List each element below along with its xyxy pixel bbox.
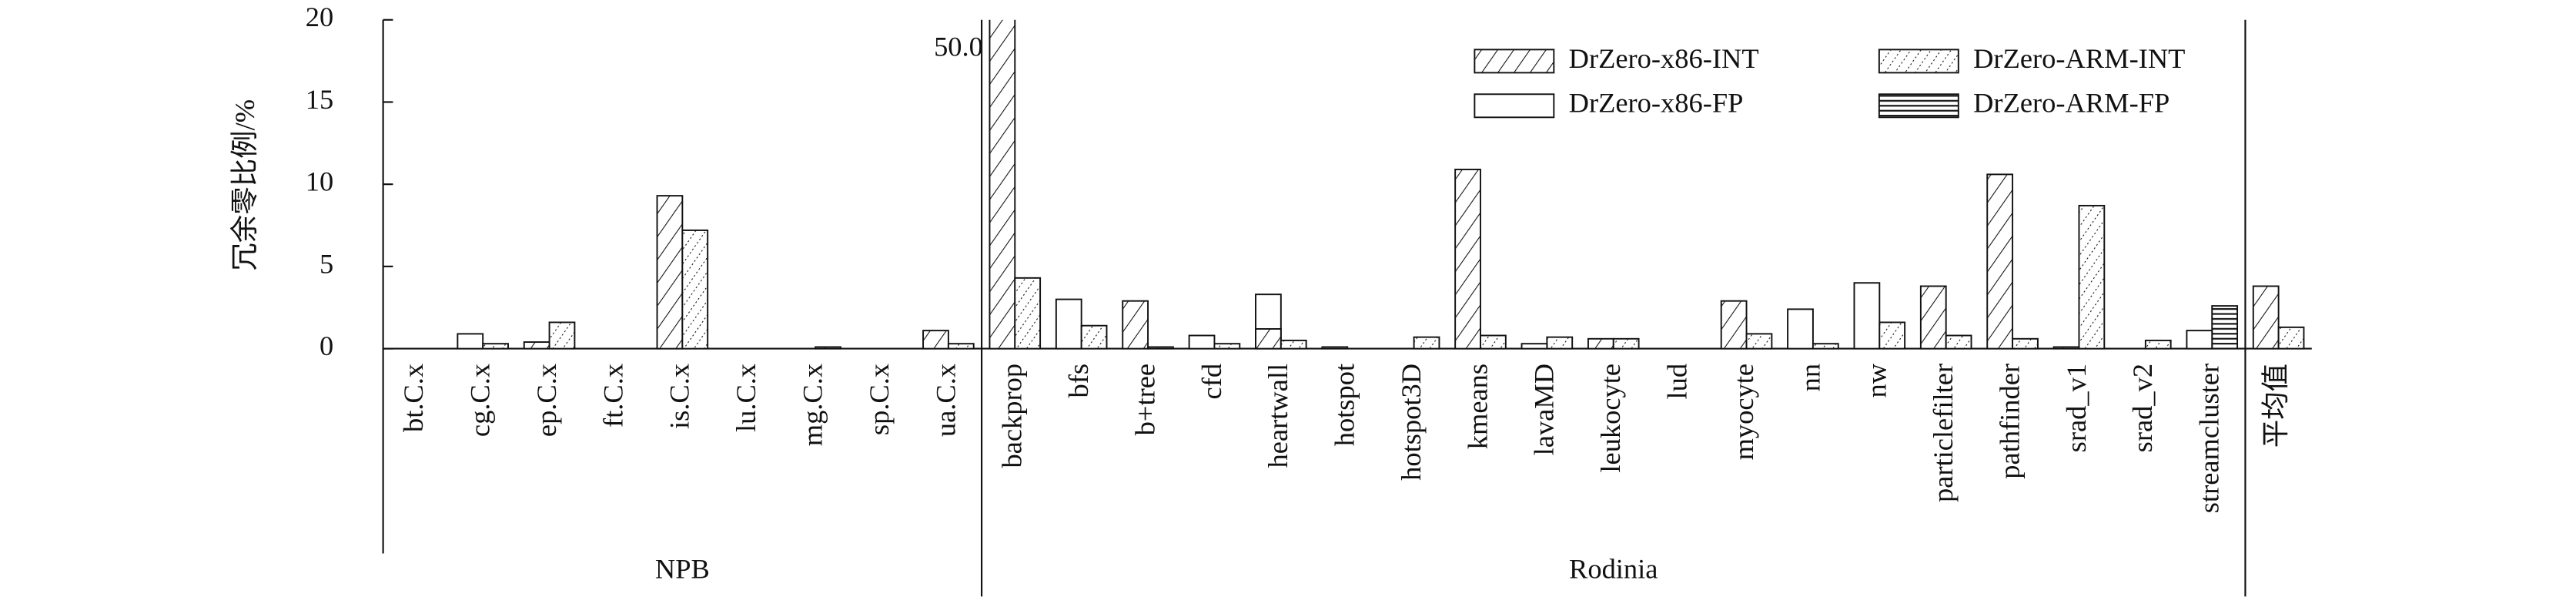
bar [1055,298,1082,350]
x-tick-label: lud [1662,364,1693,400]
bar [548,321,576,350]
bar [2052,346,2080,350]
bar [1321,346,1349,350]
x-tick-label: nw [1862,363,1892,397]
bar [1014,277,1042,350]
x-tick-label: nn [1795,364,1825,391]
bar [1787,308,1814,350]
y-tick-label: 20 [306,2,333,32]
x-tick-label: sp.C.x [864,364,895,435]
bar [922,330,949,350]
bar [457,333,484,350]
bar [1521,343,1548,350]
bar [1213,343,1241,350]
bar [2144,339,2172,350]
x-tick-label: bfs [1063,364,1094,398]
legend-swatch [1474,93,1555,119]
x-tick-label: particlefilter [1928,364,1959,502]
group-label: Rodinia [1569,554,1658,585]
x-tick-label: ep.C.x [531,364,562,437]
x-tick-label: mg.C.x [797,364,828,446]
bar [2277,326,2305,350]
bar [1147,346,1174,350]
y-tick-label: 5 [319,248,333,279]
bar [1280,339,1307,350]
legend-swatch [1878,93,1959,119]
x-tick-label: ft.C.x [597,364,628,428]
bar [1919,285,1947,350]
x-tick-label: is.C.x [664,364,695,429]
bar [1986,173,2014,350]
bar [1546,336,1574,350]
bar [1612,337,1640,350]
bar [1255,328,1282,350]
bars [457,19,2305,350]
annotation: 50.0 [934,32,983,62]
bar [2211,305,2239,350]
x-tick-label: bt.C.x [398,364,429,432]
x-tick-label: b+tree [1129,364,1160,435]
x-tick-label: heartwall [1263,364,1293,468]
bar [2252,285,2280,350]
legend-label: DrZero-x86-INT [1569,43,1759,74]
x-tick-label: leukocyte [1595,364,1626,473]
legend-swatch [1474,49,1555,74]
x-tick-label: pathfinder [1994,364,2025,479]
bar [1122,300,1149,350]
bar [815,346,841,350]
bar [2012,337,2039,350]
bar [523,341,550,350]
x-tick-label: cg.C.x [465,364,496,437]
y-tick-label: 15 [306,84,333,115]
bar [1878,321,1906,350]
bar [1745,333,1773,350]
x-tick-label: ua.C.x [930,364,961,437]
x-tick-label: srad_v1 [2061,364,2092,452]
x-tick-label: srad_v2 [2127,364,2158,452]
legend-label: DrZero-x86-FP [1569,88,1744,119]
y-tick-label: 0 [319,330,333,361]
y-axis-label: 冗余零比例/% [229,99,260,271]
bar [1080,324,1108,350]
bar [1480,334,1507,350]
x-tick-label: backprop [997,364,1028,468]
bar [681,229,709,350]
bar [1720,300,1748,350]
bar [482,343,509,350]
x-tick-label: myocyte [1728,364,1759,461]
bar [656,195,684,350]
bar [1945,334,1972,350]
bar [1812,343,1839,350]
x-tick-label: kmeans [1462,364,1493,449]
x-tick-label: 平均值 [2260,364,2291,448]
bar [1454,169,1481,350]
legend-swatch [1878,49,1959,74]
bar [989,19,1016,350]
legend-label: DrZero-ARM-FP [1973,88,2170,119]
group-label: NPB [655,554,710,585]
bar [1587,337,1614,350]
bar [1188,334,1216,350]
legend-label: DrZero-ARM-INT [1973,43,2185,74]
x-tick-label: lavaMD [1529,364,1560,455]
y-tick-label: 10 [306,166,333,197]
bar [2078,204,2106,350]
bar [947,343,975,350]
bar [1413,336,1440,350]
x-tick-label: hotspot [1330,364,1360,446]
x-tick-label: cfd [1196,364,1227,400]
x-tick-label: hotspot3D [1396,364,1427,481]
bar [2186,330,2213,350]
bar [1853,282,1881,350]
x-tick-label: streamcluster [2194,364,2225,513]
x-tick-label: lu.C.x [731,364,761,432]
